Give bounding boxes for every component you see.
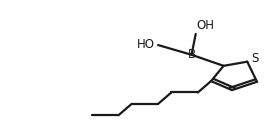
Text: B: B <box>188 48 196 61</box>
Text: S: S <box>251 52 259 65</box>
Text: HO: HO <box>136 38 155 51</box>
Text: OH: OH <box>197 19 214 32</box>
